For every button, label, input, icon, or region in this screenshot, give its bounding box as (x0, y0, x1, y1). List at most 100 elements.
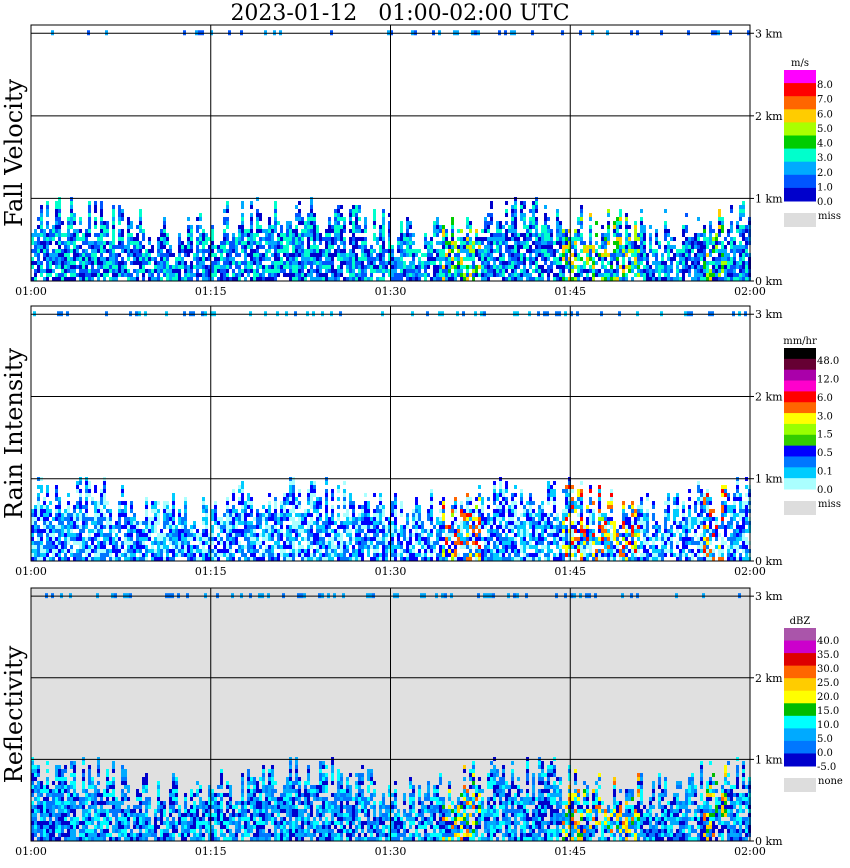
echo-cell (532, 209, 535, 213)
echo-cell (511, 217, 514, 221)
echo-cell (79, 509, 82, 513)
echo-cell (292, 525, 295, 529)
echo-cell (52, 537, 55, 541)
echo-cell (184, 261, 187, 265)
echo-cell (163, 265, 166, 269)
echo-cell (571, 241, 574, 245)
echo-cell (535, 201, 538, 205)
echo-cell (199, 225, 202, 229)
echo-cell (145, 509, 148, 513)
echo-cell (505, 213, 508, 217)
echo-cell (538, 537, 541, 541)
echo-cell (406, 549, 409, 553)
echo-cell (40, 269, 43, 273)
echo-cell (472, 537, 475, 541)
echo-cell (310, 233, 313, 237)
echo-cell (232, 261, 235, 265)
echo-cell (310, 225, 313, 229)
echo-cell (418, 277, 421, 281)
echo-cell (148, 269, 151, 273)
echo-cell (121, 489, 124, 493)
echo-cell (163, 241, 166, 245)
echo-cell (553, 553, 556, 557)
echo-cell (259, 521, 262, 525)
echo-cell (529, 245, 532, 249)
echo-cell (211, 229, 214, 233)
echo-cell (637, 265, 640, 269)
echo-cell (55, 485, 58, 489)
echo-cell (361, 553, 364, 557)
echo-cell (379, 493, 382, 497)
echo-cell (301, 221, 304, 225)
echo-cell (508, 253, 511, 257)
echo-cell (619, 245, 622, 249)
echo-cell (118, 545, 121, 549)
echo-cell (526, 533, 529, 537)
echo-cell (511, 213, 514, 217)
echo-cell (58, 549, 61, 553)
echo-cell (235, 253, 238, 257)
echo-cell (427, 545, 430, 549)
echo-cell (277, 265, 280, 269)
echo-cell (52, 253, 55, 257)
echo-cell (109, 549, 112, 553)
echo-cell (67, 549, 70, 553)
echo-cell (196, 277, 199, 281)
echo-cell (730, 221, 733, 225)
legend-swatch (784, 161, 816, 176)
echo-cell (55, 513, 58, 517)
echo-cell (463, 237, 466, 241)
echo-cell (484, 269, 487, 273)
echo-cell (46, 505, 49, 509)
echo-cell (247, 497, 250, 501)
echo-cell (457, 557, 460, 561)
echo-cell (610, 261, 613, 265)
echo-cell (73, 261, 76, 265)
echo-cell (427, 517, 430, 521)
echo-cell (175, 549, 178, 553)
echo-cell (667, 265, 670, 269)
echo-cell (559, 537, 562, 541)
echo-cell (289, 241, 292, 245)
echo-cell (259, 257, 262, 261)
echo-cell (178, 245, 181, 249)
echo-cell (382, 221, 385, 225)
echo-cell (205, 521, 208, 525)
echo-cell (604, 269, 607, 273)
echo-cell (733, 265, 736, 269)
echo-cell (544, 557, 547, 561)
echo-cell (736, 265, 739, 269)
echo-cell (544, 545, 547, 549)
echo-cell (346, 545, 349, 549)
echo-cell (55, 261, 58, 265)
echo-cell (496, 497, 499, 501)
echo-cell (493, 273, 496, 277)
echo-cell (379, 529, 382, 533)
echo-cell (310, 217, 313, 221)
echo-cell (430, 261, 433, 265)
echo-cell (34, 521, 37, 525)
echo-cell (229, 549, 232, 553)
echo-cell (577, 277, 580, 281)
echo-cell (85, 505, 88, 509)
echo-cell (526, 277, 529, 281)
echo-cell (541, 277, 544, 281)
echo-cell (436, 253, 439, 257)
echo-cell (400, 237, 403, 241)
echo-cell (67, 257, 70, 261)
echo-cell (268, 241, 271, 245)
echo-cell (367, 509, 370, 513)
legend-swatch (784, 83, 816, 97)
echo-cell (679, 269, 682, 273)
echo-cell (223, 209, 226, 213)
echo-cell (562, 537, 565, 541)
echo-cell (595, 249, 598, 253)
echo-cell (43, 513, 46, 517)
echo-cell (280, 509, 283, 513)
echo-cell (247, 269, 250, 273)
echo-cell (523, 241, 526, 245)
echo-cell (733, 241, 736, 245)
echo-cell (361, 505, 364, 509)
echo-cell (361, 537, 364, 541)
echo-cell (709, 221, 712, 225)
